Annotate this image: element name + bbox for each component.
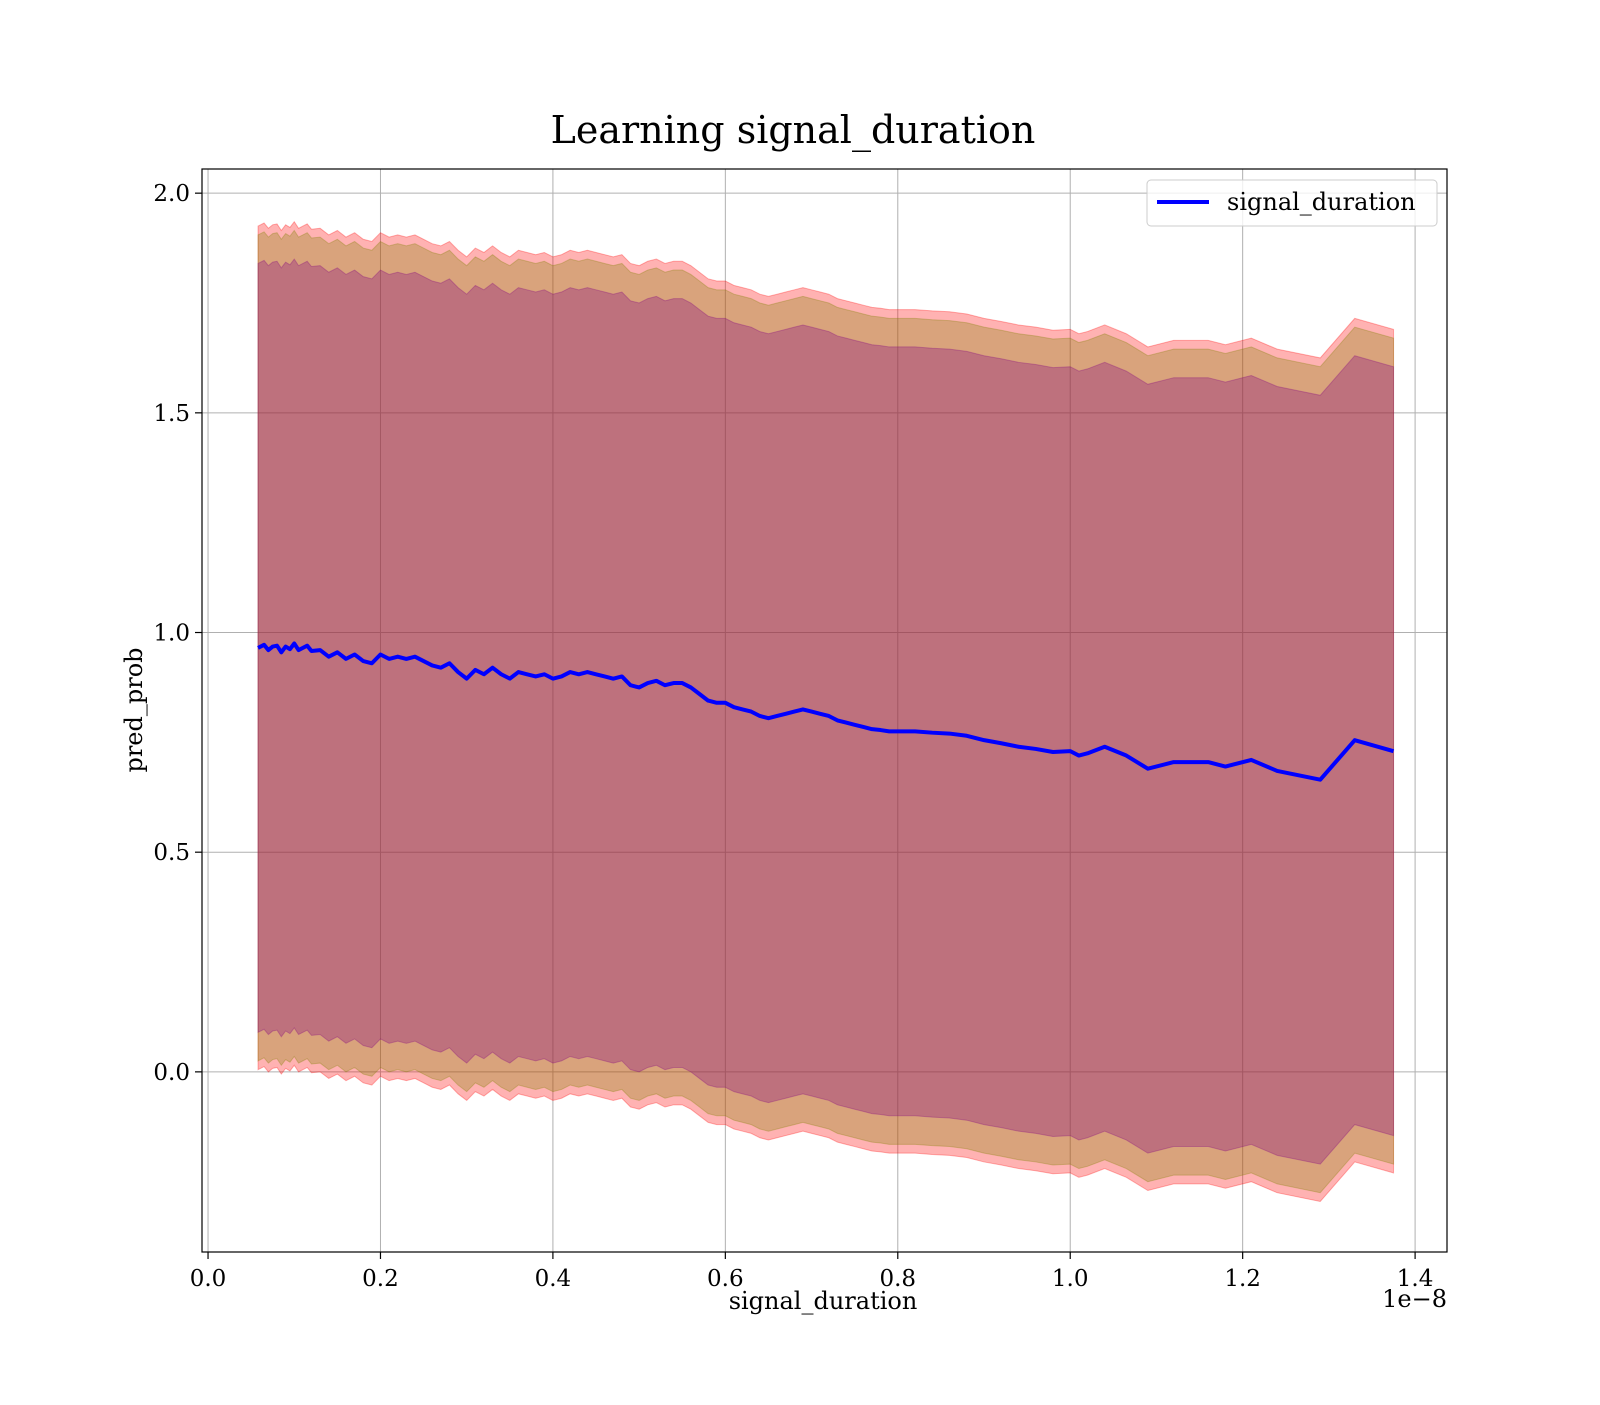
x-tick-label: 1.4 [1397,1266,1434,1292]
confidence-bands [257,220,1395,1203]
x-axis-ticks: 0.0 0.2 0.4 0.6 0.8 1.0 1.2 1.4 [190,1252,1434,1292]
series-lines [257,641,1395,782]
x-tick-label: 0.4 [535,1266,572,1292]
y-tick-label: 0.0 [153,1060,190,1086]
x-tick-label: 0.8 [879,1266,916,1292]
x-axis-offset-label: 1e−8 [1382,1285,1447,1313]
x-tick-label: 0.2 [362,1266,399,1292]
x-tick-label: 1.2 [1224,1266,1261,1292]
confidence-band-1 [257,220,1395,1203]
x-tick-label: 1.0 [1052,1266,1089,1292]
chart-title: Learning signal_duration [551,108,1036,153]
confidence-band-2 [257,229,1395,1194]
y-tick-label: 1.5 [153,401,190,427]
y-tick-label: 0.5 [153,840,190,866]
y-tick-label: 2.0 [153,181,190,207]
y-tick-label: 1.0 [153,621,190,647]
legend: signal_duration [1146,179,1438,227]
x-tick-label: 0.0 [190,1266,227,1292]
x-axis-label: signal_duration [729,1287,918,1315]
series-line-signal-duration [257,641,1395,782]
plot-frame [201,168,1448,1253]
legend-entry: signal_duration [1227,188,1416,216]
legend-box [1146,179,1438,227]
y-axis-label: pred_prob [120,647,148,772]
confidence-band-3 [257,258,1395,1165]
y-axis-ticks: 0.0 0.5 1.0 1.5 2.0 [153,181,202,1086]
x-tick-label: 0.6 [707,1266,744,1292]
